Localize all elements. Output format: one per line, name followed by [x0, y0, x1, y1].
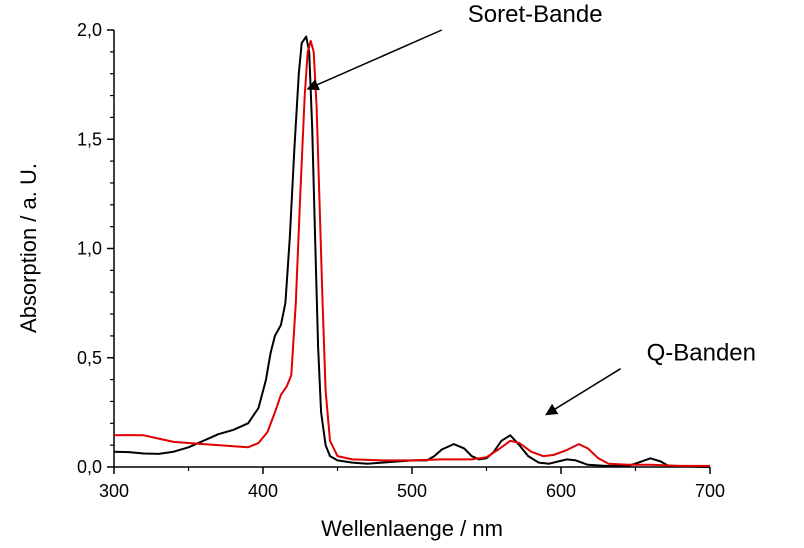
series-line-2 — [113, 39, 710, 467]
y-axis-title: Absorption / a. U. — [16, 163, 41, 333]
x-axis-title: Wellenlaenge / nm — [321, 516, 503, 541]
y-tick-label: 1,5 — [77, 129, 102, 149]
annotations: Soret-Bande Q-Banden — [306, 1, 756, 416]
annotation-arrow — [306, 29, 443, 91]
annotation-arrow — [545, 368, 621, 416]
series-line-1 — [113, 35, 711, 468]
x-tick-label: 300 — [99, 481, 129, 501]
plot-area: 300 400 500 600 700 0,0 0,5 1,0 1,5 2,0 — [77, 20, 725, 501]
annotation-label: Soret-Bande — [468, 1, 603, 28]
y-tick-label: 0,5 — [77, 348, 102, 368]
y-tick-label: 2,0 — [77, 20, 102, 40]
x-tick-label: 500 — [397, 481, 427, 501]
y-tick-label: 1,0 — [77, 239, 102, 259]
annotation-label: Q-Banden — [647, 340, 756, 367]
x-tick-label: 600 — [546, 481, 576, 501]
x-tick-label: 400 — [248, 481, 278, 501]
x-tick-label: 700 — [695, 481, 725, 501]
y-tick-label: 0,0 — [77, 457, 102, 477]
